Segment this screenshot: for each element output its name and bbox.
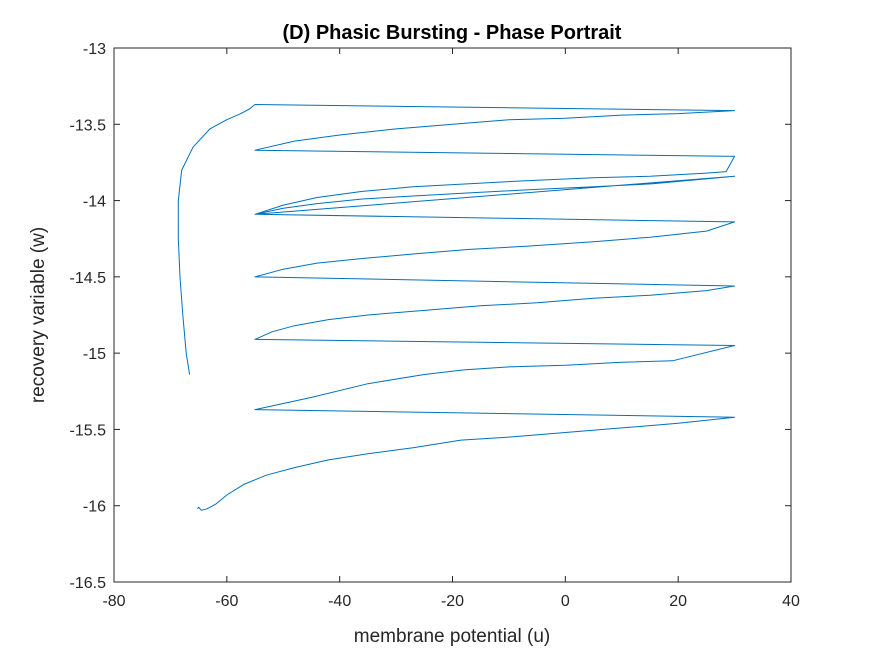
y-tick-label: -15: [83, 346, 106, 363]
x-tick-label: -40: [328, 593, 351, 610]
x-axis-label: membrane potential (u): [354, 626, 550, 647]
x-tick-label: 0: [561, 593, 570, 610]
y-tick-label: -16.5: [70, 575, 107, 592]
y-tick-label: -13.5: [70, 117, 107, 134]
y-tick-label: -14: [83, 194, 106, 211]
plot-area-frame: [113, 47, 792, 583]
y-tick-label: -16: [83, 499, 106, 516]
plot-area-background: [114, 48, 791, 582]
x-tick-label: -60: [215, 593, 238, 610]
tick-labels: -80 -60 -40 -20 0 20 40 -13 -13.5 -14 -14.5 -15 -15.…: [70, 41, 800, 610]
x-tick-label: 40: [782, 593, 800, 610]
x-tick-label: -20: [441, 593, 464, 610]
y-tick-label: -15.5: [70, 422, 107, 439]
chart-title: (D) Phasic Bursting - Phase Portrait: [283, 22, 622, 44]
y-tick-label: -13: [83, 41, 106, 58]
x-tick-label: -80: [102, 593, 125, 610]
x-tick-label: 20: [669, 593, 687, 610]
y-tick-label: -14.5: [70, 270, 107, 287]
trajectory-line: [177, 104, 736, 511]
y-axis-label: recovery variable (w): [28, 227, 49, 403]
